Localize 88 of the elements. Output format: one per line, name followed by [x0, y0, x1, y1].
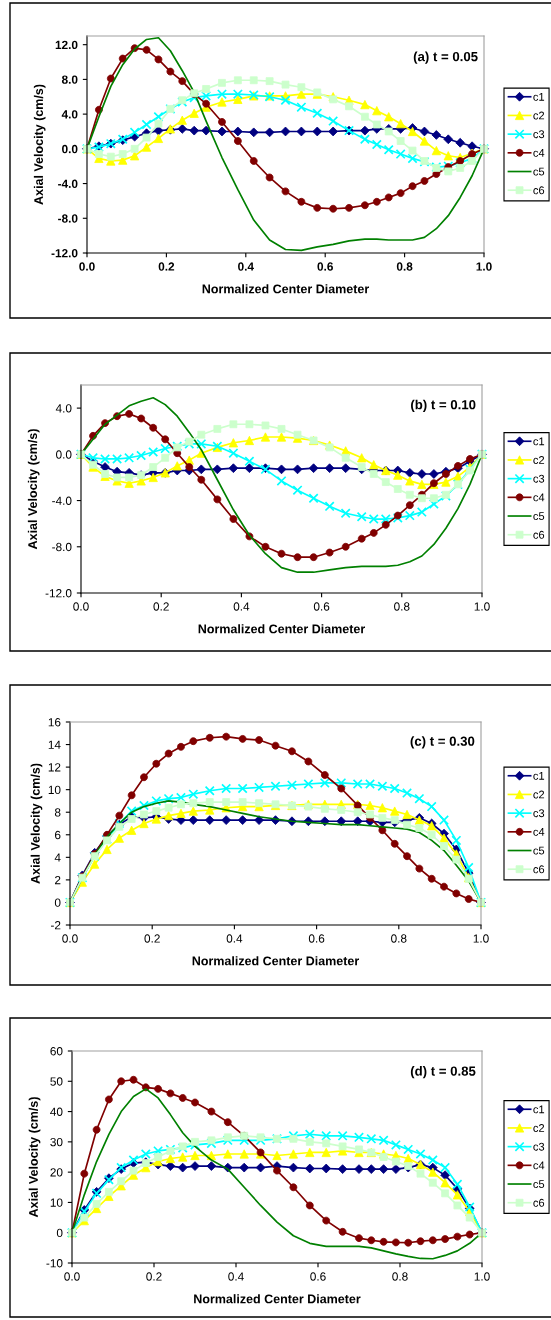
x-tick-label: 0.4	[228, 1272, 244, 1281]
x-axis-title: Normalized Center Diameter	[198, 624, 366, 634]
y-tick-label: -10	[46, 1259, 63, 1268]
legend-label: c6	[533, 865, 545, 874]
legend-label: c3	[533, 809, 545, 818]
legend-label: c4	[533, 149, 545, 157]
legend-label: c1	[533, 1105, 545, 1114]
y-tick-label: 60	[50, 1047, 63, 1056]
y-tick-label: 14	[48, 740, 61, 749]
x-tick-label: 1.0	[474, 602, 490, 611]
legend-label: c5	[533, 512, 545, 521]
x-tick-label: 0.2	[146, 1272, 162, 1281]
x-tick-label: 0.8	[391, 934, 407, 943]
y-tick-label: 10	[48, 785, 61, 795]
y-tick-label: -2	[51, 921, 61, 930]
x-tick-label: 0.0	[73, 602, 89, 611]
y-tick-label: -4.0	[58, 179, 78, 188]
x-tick-label: 0.6	[308, 934, 325, 943]
y-tick-label: 0.0	[56, 450, 72, 459]
y-tick-label: 10	[50, 1198, 63, 1207]
legend-label: c6	[533, 186, 545, 195]
legend-label: c2	[533, 1124, 545, 1132]
y-tick-label: 4.0	[61, 110, 78, 119]
legend-label: c1	[533, 772, 545, 780]
y-tick-label: -12.0	[45, 589, 72, 598]
y-tick-label: -8.0	[58, 214, 78, 223]
legend-label: c4	[533, 828, 545, 836]
legend-label: c6	[533, 530, 545, 539]
legend-label: c6	[533, 1198, 545, 1207]
y-tick-label: 2	[55, 875, 61, 885]
y-tick-label: 6	[55, 830, 61, 840]
y-tick-label: 0	[54, 898, 61, 907]
legend-label: c2	[533, 111, 545, 120]
x-tick-label: 0.2	[158, 262, 175, 271]
y-tick-label: 8.0	[61, 75, 78, 84]
y-axis-title: Axial Velocity (cm/s)	[27, 429, 40, 550]
y-axis-title: Axial Velocity (cm/s)	[33, 84, 46, 205]
legend-label: c5	[533, 1180, 545, 1189]
legend-label: c3	[533, 130, 545, 139]
y-axis-title: Axial Velocity (cm/s)	[28, 1097, 41, 1218]
y-tick-label: 0.0	[62, 144, 78, 154]
x-tick-label: 0.6	[317, 262, 333, 271]
x-tick-label: 0.8	[394, 602, 410, 611]
legend-label: c2	[533, 790, 545, 799]
legend-label: c5	[533, 846, 545, 855]
y-axis-title: Axial Velocity (cm/s)	[30, 763, 43, 884]
y-tick-label: 50	[50, 1077, 63, 1086]
legend-label: c3	[533, 1142, 545, 1151]
x-tick-label: 1.0	[474, 1272, 490, 1281]
legend-label: c2	[533, 456, 545, 464]
legend-label: c1	[533, 437, 545, 446]
x-tick-label: 0.8	[392, 1272, 408, 1281]
y-tick-label: 12	[48, 763, 61, 772]
legend-label: c5	[533, 167, 545, 176]
x-axis-title: Normalized Center Diameter	[194, 1294, 361, 1304]
legend-label: c4	[533, 493, 545, 502]
x-tick-label: 0.8	[396, 262, 413, 271]
y-tick-label: 8	[54, 808, 61, 817]
x-tick-label: 1.0	[473, 934, 489, 943]
x-tick-label: 0.6	[310, 1272, 326, 1281]
y-tick-label: -4.0	[52, 496, 72, 505]
x-tick-label: 0.4	[233, 602, 250, 611]
x-tick-label: 0.2	[144, 934, 160, 943]
x-tick-label: 0.6	[313, 602, 330, 611]
y-tick-label: 16	[48, 718, 61, 727]
legend-label: c1	[533, 93, 545, 101]
text: (d) t = 0.85	[410, 1066, 476, 1079]
text: (c) t = 0.30	[410, 736, 475, 749]
x-tick-label: 1.0	[476, 262, 492, 271]
y-tick-label: -12.0	[51, 249, 78, 258]
text: (b) t = 0.10	[411, 399, 476, 412]
y-tick-label: 0	[56, 1228, 63, 1238]
y-tick-label: 20	[50, 1168, 63, 1177]
y-tick-label: 4	[54, 853, 61, 862]
y-tick-label: 12.0	[55, 40, 78, 50]
text: (a) t = 0.05	[413, 51, 478, 64]
y-tick-label: 40	[50, 1107, 63, 1116]
x-axis-title: Normalized Center Diameter	[192, 956, 360, 966]
legend-label: c3	[533, 474, 545, 483]
y-tick-label: 4.0	[55, 404, 72, 413]
legend-label: c4	[533, 1161, 545, 1170]
y-tick-label: 30	[50, 1137, 63, 1147]
x-axis-title: Normalized Center Diameter	[202, 284, 370, 294]
y-tick-label: -8.0	[52, 542, 72, 552]
x-tick-label: 0.4	[226, 934, 243, 943]
x-tick-label: 0.4	[238, 262, 254, 271]
x-tick-label: 0.2	[153, 602, 169, 611]
x-tick-label: 0.0	[79, 262, 95, 271]
